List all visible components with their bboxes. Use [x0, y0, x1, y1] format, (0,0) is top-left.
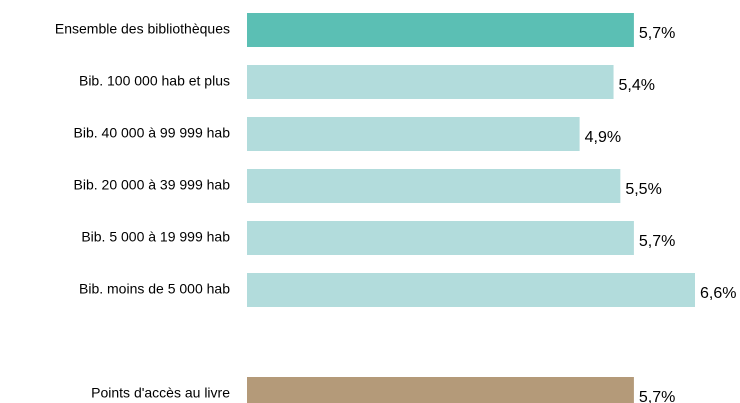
value-label: 5,7%: [639, 233, 675, 250]
value-label: 5,7%: [639, 389, 675, 403]
bar: [247, 273, 695, 307]
category-label: Bib. 5 000 à 19 999 hab: [81, 229, 230, 245]
bar: [247, 169, 621, 203]
category-label: Ensemble des bibliothèques: [55, 21, 230, 37]
bar: [247, 13, 634, 47]
value-label: 5,5%: [625, 181, 661, 198]
value-label: 4,9%: [585, 129, 621, 146]
category-label: Bib. 40 000 à 99 999 hab: [74, 125, 231, 141]
bar: [247, 65, 614, 99]
value-label: 5,4%: [619, 77, 655, 94]
category-label: Bib. 100 000 hab et plus: [79, 73, 230, 89]
category-label: Bib. 20 000 à 39 999 hab: [74, 177, 231, 193]
category-label: Points d'accès au livre: [91, 385, 230, 401]
value-label: 5,7%: [639, 25, 675, 42]
value-label: 6,6%: [700, 285, 736, 302]
bar: [247, 117, 580, 151]
category-label: Bib. moins de 5 000 hab: [79, 281, 230, 297]
bar: [247, 377, 634, 403]
bar: [247, 221, 634, 255]
